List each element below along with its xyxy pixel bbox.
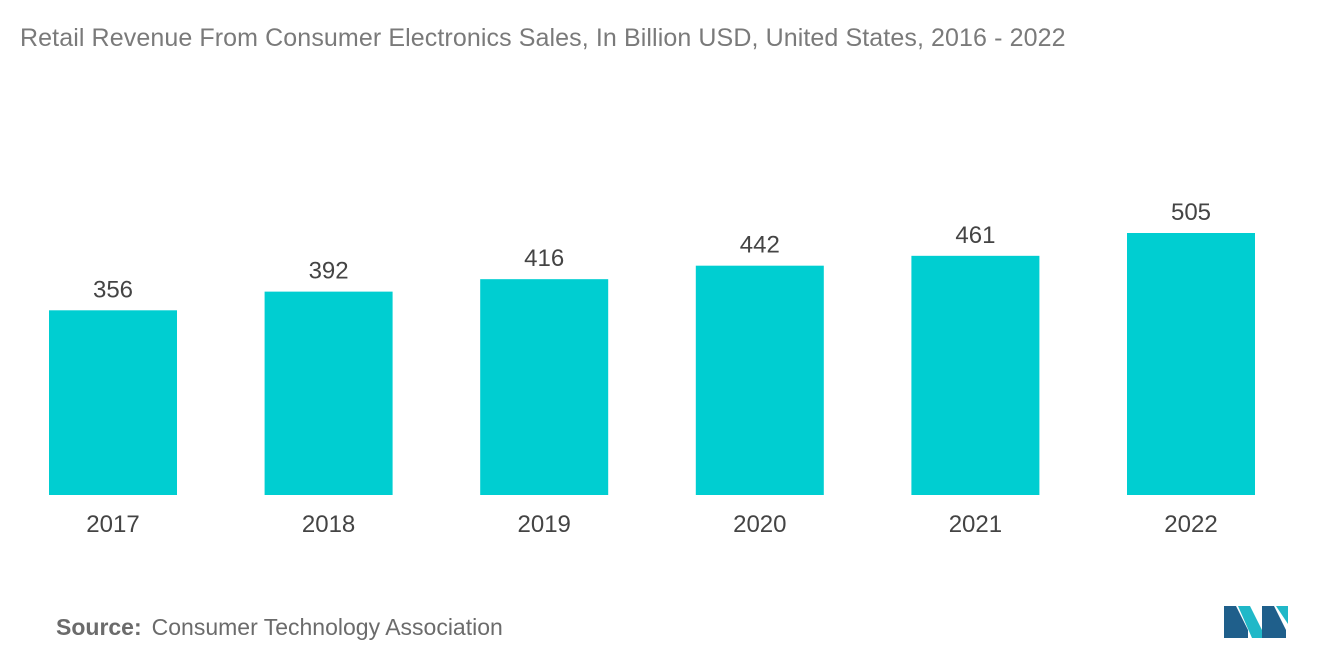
x-tick-label-2020: 2020 [733, 511, 786, 538]
x-tick-labels-group: 2017 2018 2019 2020 2021 2022 [86, 511, 1217, 538]
bar-2021 [911, 255, 1040, 495]
x-tick-label-2019: 2019 [518, 511, 571, 538]
bar-2017 [49, 310, 177, 495]
source-text: Consumer Technology Association [151, 614, 503, 640]
source-line: Source: Consumer Technology Association [56, 614, 503, 641]
x-tick-label-2018: 2018 [302, 511, 355, 538]
source-label: Source: [56, 614, 142, 640]
bar-2019 [480, 279, 609, 495]
chart-title: Retail Revenue From Consumer Electronics… [20, 24, 1066, 52]
mordor-logo-icon [1224, 606, 1288, 638]
x-tick-label-2017: 2017 [86, 511, 139, 538]
value-labels-group: 356 392 416 442 461 505 [93, 199, 1211, 303]
bar-2018 [264, 291, 393, 495]
bar-2022 [1127, 233, 1255, 495]
value-label-2022: 505 [1171, 199, 1211, 226]
value-label-2021: 461 [955, 222, 995, 249]
value-label-2020: 442 [740, 232, 780, 259]
bars-group [49, 233, 1255, 495]
x-tick-label-2022: 2022 [1164, 511, 1217, 538]
bar-2020 [695, 265, 824, 495]
value-label-2017: 356 [93, 276, 133, 303]
value-label-2018: 392 [309, 258, 349, 285]
x-tick-label-2021: 2021 [949, 511, 1002, 538]
value-label-2019: 416 [524, 245, 564, 272]
